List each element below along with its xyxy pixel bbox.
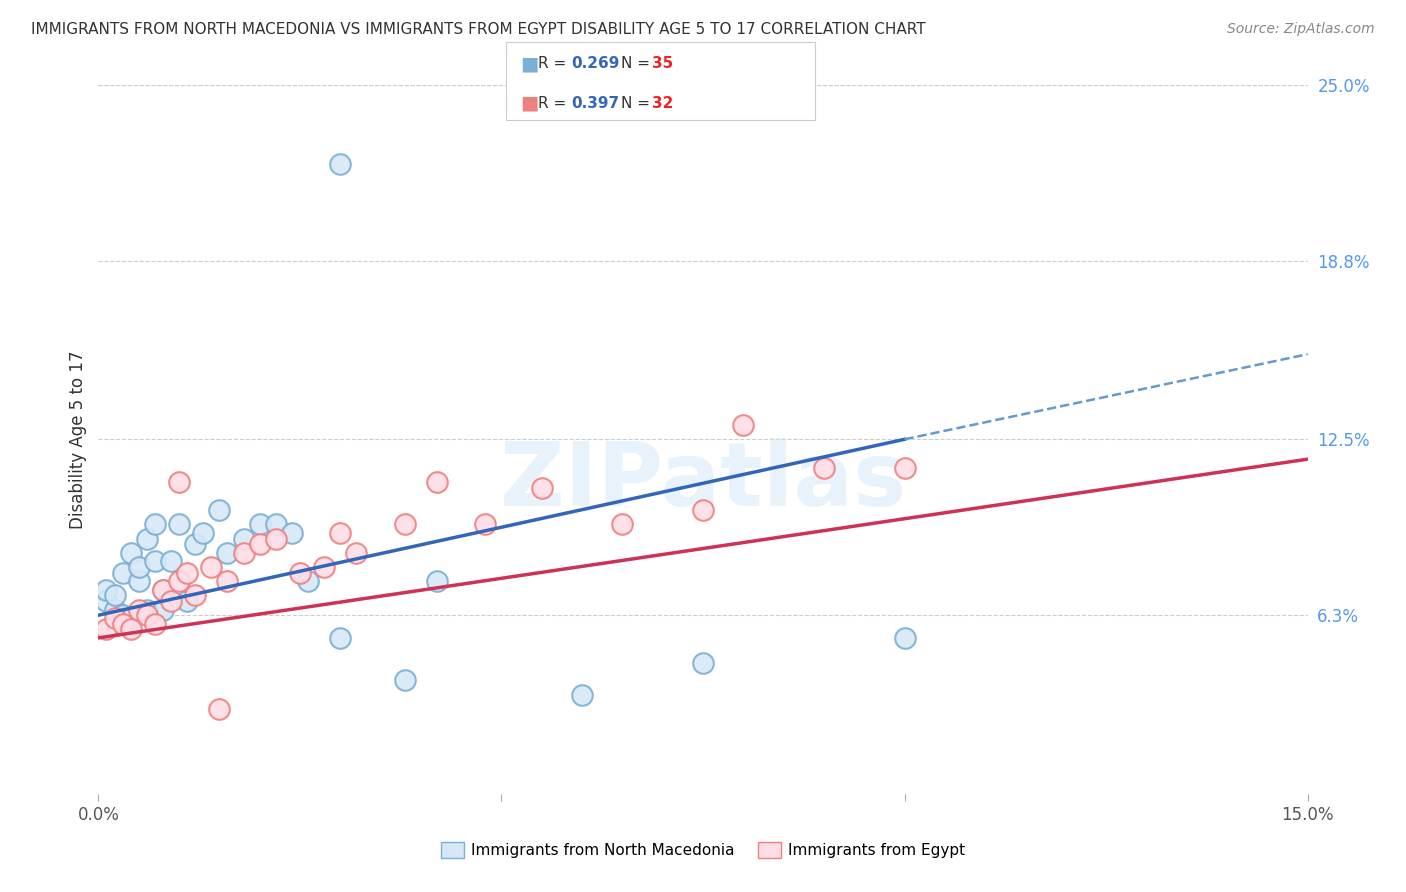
Point [264, 517, 287, 532]
Text: 35: 35 [652, 56, 673, 71]
Text: R =: R = [538, 95, 572, 111]
Text: 32: 32 [652, 95, 673, 111]
Text: 0.397: 0.397 [571, 95, 619, 111]
Point [297, 574, 319, 589]
Point [612, 517, 634, 532]
Point [288, 566, 311, 580]
Point [394, 517, 416, 532]
Point [111, 616, 134, 631]
Point [96, 582, 118, 597]
Point [733, 418, 755, 433]
Point [167, 574, 190, 589]
Point [135, 602, 157, 616]
Point [813, 460, 835, 475]
Text: N =: N = [621, 95, 655, 111]
Point [692, 503, 714, 517]
Point [329, 157, 352, 171]
Point [143, 517, 166, 532]
Point [152, 602, 174, 616]
Point [692, 657, 714, 671]
Point [426, 574, 449, 589]
Point [184, 588, 207, 602]
Point [264, 532, 287, 546]
Point [160, 554, 183, 568]
Point [176, 594, 198, 608]
Point [128, 602, 150, 616]
Legend: Immigrants from North Macedonia, Immigrants from Egypt: Immigrants from North Macedonia, Immigra… [434, 836, 972, 864]
Point [530, 481, 553, 495]
Point [200, 560, 222, 574]
Point [314, 560, 336, 574]
Point [329, 631, 352, 645]
Point [96, 594, 118, 608]
Text: 0.269: 0.269 [571, 56, 619, 71]
Point [128, 560, 150, 574]
Point [143, 554, 166, 568]
Point [128, 574, 150, 589]
Point [120, 623, 142, 637]
Point [176, 566, 198, 580]
Text: Source: ZipAtlas.com: Source: ZipAtlas.com [1227, 22, 1375, 37]
Text: ZIPatlas: ZIPatlas [501, 438, 905, 525]
Point [103, 602, 125, 616]
Point [329, 525, 352, 540]
Text: ■: ■ [520, 54, 538, 73]
Text: N =: N = [621, 56, 655, 71]
Point [167, 475, 190, 489]
Point [103, 611, 125, 625]
Point [135, 608, 157, 623]
Text: R =: R = [538, 56, 572, 71]
Point [249, 537, 271, 551]
Text: IMMIGRANTS FROM NORTH MACEDONIA VS IMMIGRANTS FROM EGYPT DISABILITY AGE 5 TO 17 : IMMIGRANTS FROM NORTH MACEDONIA VS IMMIG… [31, 22, 925, 37]
Point [143, 616, 166, 631]
Point [232, 532, 254, 546]
Point [120, 546, 142, 560]
Point [135, 532, 157, 546]
Point [184, 537, 207, 551]
Point [120, 611, 142, 625]
Point [893, 460, 915, 475]
Point [344, 546, 367, 560]
Point [111, 566, 134, 580]
Text: ■: ■ [520, 94, 538, 112]
Point [217, 574, 239, 589]
Point [111, 608, 134, 623]
Point [232, 546, 254, 560]
Point [96, 623, 118, 637]
Point [426, 475, 449, 489]
Point [152, 582, 174, 597]
Point [103, 588, 125, 602]
Point [893, 631, 915, 645]
Point [208, 702, 231, 716]
Point [152, 582, 174, 597]
Point [208, 503, 231, 517]
Point [193, 525, 215, 540]
Point [281, 525, 304, 540]
Point [167, 517, 190, 532]
Point [394, 673, 416, 688]
Point [571, 688, 593, 702]
Point [160, 594, 183, 608]
Point [217, 546, 239, 560]
Point [474, 517, 496, 532]
Point [249, 517, 271, 532]
Y-axis label: Disability Age 5 to 17: Disability Age 5 to 17 [69, 350, 87, 529]
